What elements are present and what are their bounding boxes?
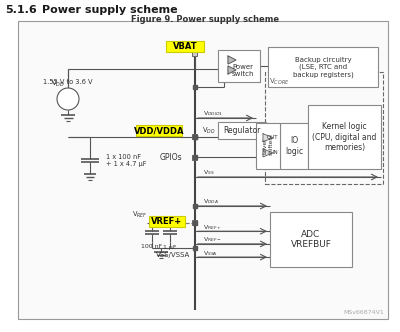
Bar bbox=[218, 122, 266, 139]
Bar bbox=[192, 155, 197, 160]
Text: 1.55 V to 3.6 V: 1.55 V to 3.6 V bbox=[43, 79, 93, 85]
Text: V$_{SSA}$: V$_{SSA}$ bbox=[203, 249, 218, 258]
Text: Kernel logic
(CPU, digital and
memories): Kernel logic (CPU, digital and memories) bbox=[312, 122, 377, 152]
Bar bbox=[256, 123, 280, 169]
Text: 1 x 100 nF
+ 1 x 4.7 μF: 1 x 100 nF + 1 x 4.7 μF bbox=[106, 154, 146, 167]
Polygon shape bbox=[263, 149, 273, 157]
Text: OUT: OUT bbox=[266, 135, 278, 140]
Bar bbox=[270, 212, 352, 267]
Text: MSv66874V1: MSv66874V1 bbox=[343, 310, 384, 315]
Text: V$_{REF+}$: V$_{REF+}$ bbox=[203, 223, 222, 232]
Bar bbox=[136, 125, 182, 136]
Bar bbox=[18, 21, 388, 319]
Text: ADC
VREFBUF: ADC VREFBUF bbox=[290, 230, 332, 249]
Text: IN: IN bbox=[272, 150, 278, 155]
Text: V$_{CORE}$: V$_{CORE}$ bbox=[269, 77, 290, 87]
Text: V$_{REF-}$: V$_{REF-}$ bbox=[203, 235, 222, 244]
Polygon shape bbox=[228, 66, 236, 74]
Circle shape bbox=[57, 88, 79, 110]
Polygon shape bbox=[263, 134, 273, 142]
Text: V$_{DD}$: V$_{DD}$ bbox=[51, 79, 65, 89]
Text: Power
switch: Power switch bbox=[232, 64, 254, 77]
Bar bbox=[308, 105, 381, 169]
Bar bbox=[192, 51, 197, 56]
Text: VBAT: VBAT bbox=[173, 42, 197, 51]
Text: Level
shifter: Level shifter bbox=[263, 137, 274, 155]
Text: V$_{DDIO1}$: V$_{DDIO1}$ bbox=[203, 110, 223, 119]
Text: 5.1.6: 5.1.6 bbox=[5, 5, 37, 15]
Text: 1 μF: 1 μF bbox=[163, 244, 177, 250]
Bar bbox=[166, 41, 204, 52]
Text: V$_{DDA}$: V$_{DDA}$ bbox=[203, 198, 219, 207]
Text: Backup circuitry
(LSE, RTC and
backup registers): Backup circuitry (LSE, RTC and backup re… bbox=[293, 56, 353, 77]
Text: VREF+: VREF+ bbox=[151, 217, 183, 226]
Text: IO
logic: IO logic bbox=[285, 136, 303, 156]
Text: GPIOs: GPIOs bbox=[159, 152, 182, 161]
Bar bbox=[218, 50, 260, 82]
Bar bbox=[265, 72, 383, 184]
Bar bbox=[149, 216, 185, 227]
Polygon shape bbox=[228, 56, 236, 64]
Text: V$_{DD}$: V$_{DD}$ bbox=[202, 125, 216, 135]
Text: VDD/VDDA: VDD/VDDA bbox=[134, 126, 184, 135]
Text: 100 nF: 100 nF bbox=[141, 244, 163, 250]
Bar bbox=[268, 47, 378, 87]
Text: Regulator: Regulator bbox=[223, 126, 261, 135]
Text: V$_{SS}$: V$_{SS}$ bbox=[203, 169, 215, 177]
Text: Power supply scheme: Power supply scheme bbox=[42, 5, 178, 15]
Text: Figure 9. Power supply scheme: Figure 9. Power supply scheme bbox=[131, 15, 279, 24]
Bar bbox=[192, 134, 197, 139]
Bar bbox=[280, 123, 308, 169]
Bar bbox=[192, 220, 197, 225]
Text: VSS/VSSA: VSS/VSSA bbox=[156, 252, 191, 258]
Text: V$_{REF}$: V$_{REF}$ bbox=[132, 210, 147, 220]
